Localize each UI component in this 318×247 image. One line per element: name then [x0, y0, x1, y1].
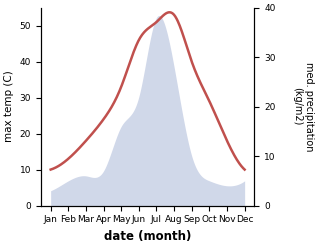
X-axis label: date (month): date (month) — [104, 230, 191, 243]
Y-axis label: med. precipitation
(kg/m2): med. precipitation (kg/m2) — [292, 62, 314, 151]
Y-axis label: max temp (C): max temp (C) — [4, 71, 14, 143]
